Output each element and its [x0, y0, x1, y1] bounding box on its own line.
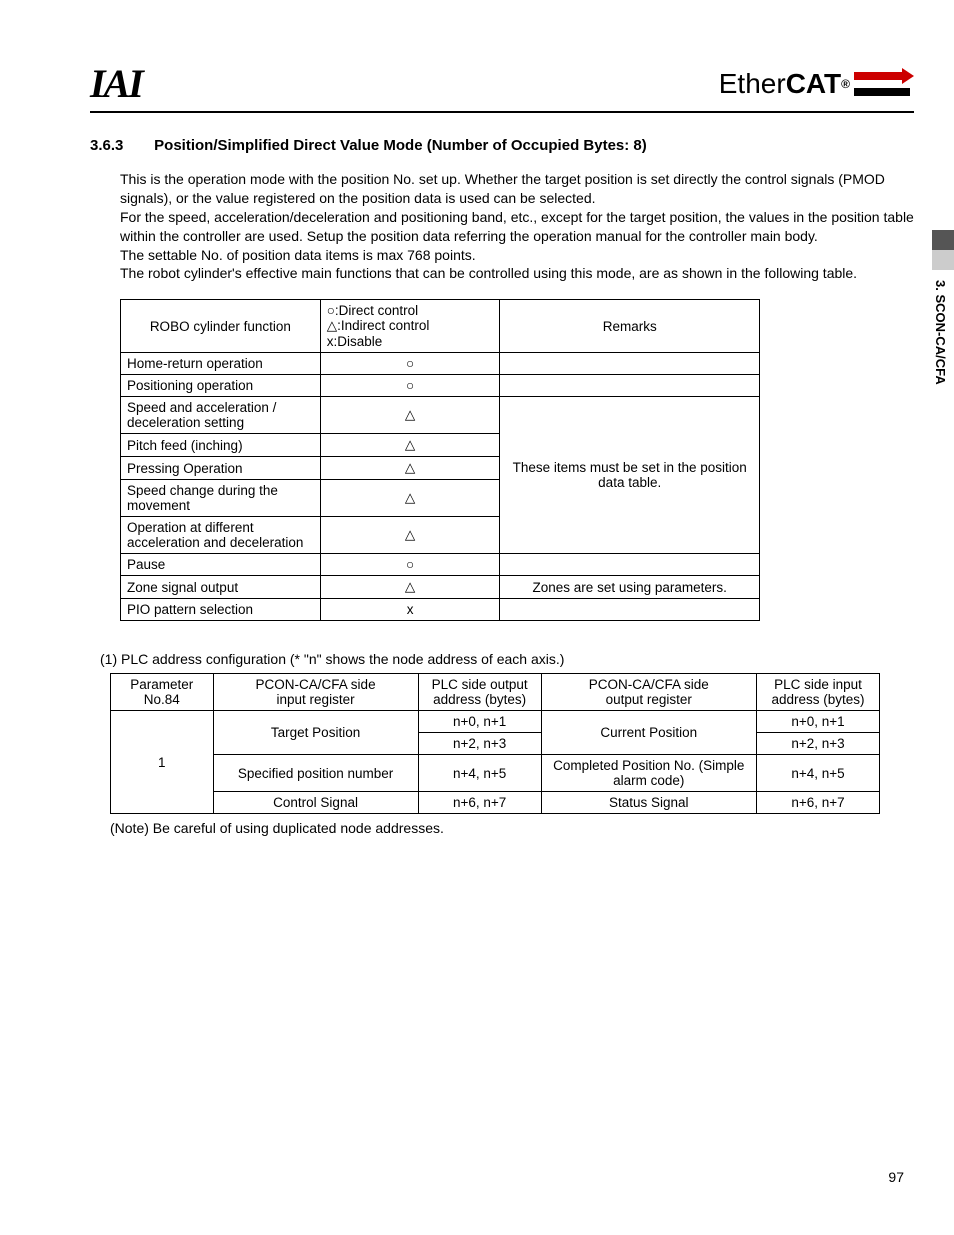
t1-r7-rem [500, 554, 760, 576]
ethercat-logo: EtherCAT® [719, 68, 914, 100]
body-paragraphs: This is the operation mode with the posi… [120, 170, 914, 283]
t2-r0-c2: Target Position [213, 711, 418, 755]
t2-h4: PCON-CA/CFA sideoutput register [541, 674, 756, 711]
t1-r0-fn: Home-return operation [121, 353, 321, 375]
iai-logo: IAI [90, 60, 142, 107]
t1-r2-ctl: △ [320, 397, 500, 434]
t1-r9-ctl: x [320, 599, 500, 621]
subheading: (1) PLC address configuration (* "n" sho… [100, 651, 914, 667]
page-number: 97 [888, 1169, 904, 1185]
para-3: The robot cylinder's effective main func… [120, 265, 857, 281]
ethercat-ether: Ether [719, 68, 786, 100]
t1-r6-ctl: △ [320, 517, 500, 554]
t2-r2-c2: Control Signal [213, 792, 418, 814]
t2-r0-c3b: n+2, n+3 [418, 733, 541, 755]
t2-r0-c4: Current Position [541, 711, 756, 755]
note: (Note) Be careful of using duplicated no… [110, 820, 914, 836]
t2-r0-c5a: n+0, n+1 [756, 711, 879, 733]
t1-r4-ctl: △ [320, 457, 500, 480]
t2-h2: PCON-CA/CFA sideinput register [213, 674, 418, 711]
t1-r8-fn: Zone signal output [121, 576, 321, 599]
ethercat-cat: CAT [786, 68, 841, 100]
t2-h3: PLC side outputaddress (bytes) [418, 674, 541, 711]
t1-r7-ctl: ○ [320, 554, 500, 576]
para-1: For the speed, acceleration/deceleration… [120, 209, 914, 244]
t1-merged-rem: These items must be set in the position … [500, 397, 760, 554]
t1-r8-ctl: △ [320, 576, 500, 599]
ethercat-reg: ® [841, 77, 850, 91]
t1-r0-rem [500, 353, 760, 375]
t1-r3-fn: Pitch feed (inching) [121, 434, 321, 457]
t1-r1-fn: Positioning operation [121, 375, 321, 397]
t1-r5-fn: Speed change during the movement [121, 480, 321, 517]
t2-r0-c5b: n+2, n+3 [756, 733, 879, 755]
t1-r7-fn: Pause [121, 554, 321, 576]
para-0: This is the operation mode with the posi… [120, 171, 885, 206]
t1-h2: ○:Direct control △:Indirect control x:Di… [320, 300, 500, 353]
plc-table: ParameterNo.84 PCON-CA/CFA sideinput reg… [110, 673, 880, 814]
t2-h1: ParameterNo.84 [111, 674, 214, 711]
t1-r5-ctl: △ [320, 480, 500, 517]
t1-r3-ctl: △ [320, 434, 500, 457]
page-header: IAI EtherCAT® [90, 60, 914, 113]
t2-r0-c3a: n+0, n+1 [418, 711, 541, 733]
t1-r4-fn: Pressing Operation [121, 457, 321, 480]
section-title-text: Position/Simplified Direct Value Mode (N… [154, 137, 647, 154]
t1-r8-rem: Zones are set using parameters. [500, 576, 760, 599]
ethercat-arrow-icon [854, 72, 914, 96]
section-heading: 3.6.3 Position/Simplified Direct Value M… [90, 137, 914, 154]
t2-h5: PLC side inputaddress (bytes) [756, 674, 879, 711]
t2-r1-c2: Specified position number [213, 755, 418, 792]
para-2: The settable No. of position data items … [120, 247, 476, 263]
t2-r2-c4: Status Signal [541, 792, 756, 814]
t1-r0-ctl: ○ [320, 353, 500, 375]
t2-r1-c3: n+4, n+5 [418, 755, 541, 792]
function-table: ROBO cylinder function ○:Direct control … [120, 299, 760, 621]
t1-r9-fn: PIO pattern selection [121, 599, 321, 621]
t1-r6-fn: Operation at different acceleration and … [121, 517, 321, 554]
t2-param: 1 [111, 711, 214, 814]
t1-h3: Remarks [500, 300, 760, 353]
t2-r2-c5: n+6, n+7 [756, 792, 879, 814]
t1-r2-fn: Speed and acceleration / deceleration se… [121, 397, 321, 434]
t2-r1-c4: Completed Position No. (Simple alarm cod… [541, 755, 756, 792]
t1-r1-rem [500, 375, 760, 397]
t1-r1-ctl: ○ [320, 375, 500, 397]
section-number: 3.6.3 [90, 137, 150, 154]
t2-r2-c3: n+6, n+7 [418, 792, 541, 814]
t1-r9-rem [500, 599, 760, 621]
t1-h1: ROBO cylinder function [121, 300, 321, 353]
t2-r1-c5: n+4, n+5 [756, 755, 879, 792]
